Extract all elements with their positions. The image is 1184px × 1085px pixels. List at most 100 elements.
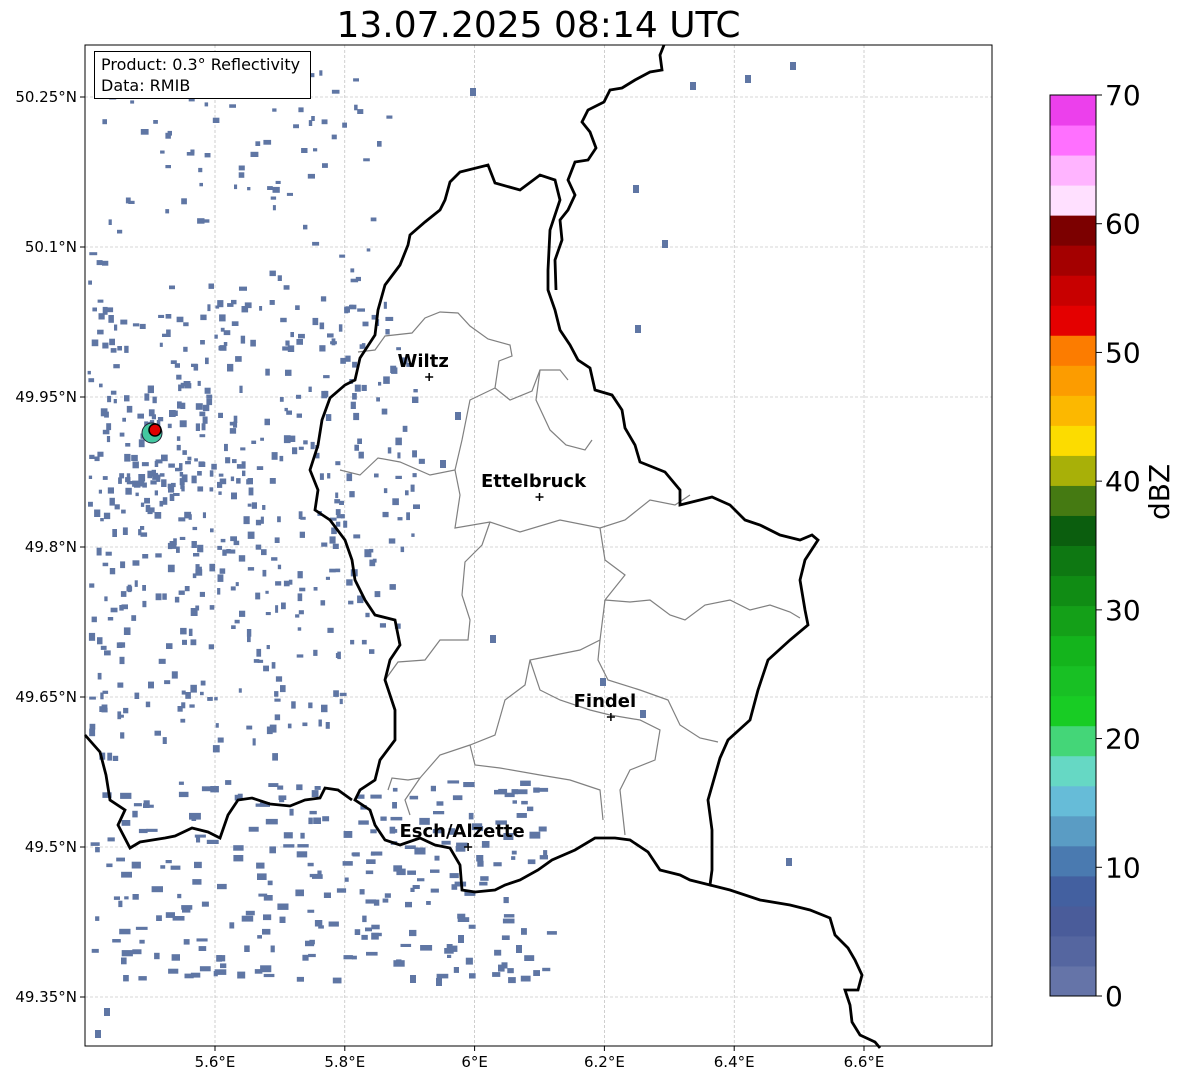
echo-cell [182, 639, 187, 645]
echo-cell [213, 971, 218, 977]
echo-cell [358, 451, 364, 459]
echo-cell [392, 787, 398, 792]
germany-border-south [709, 883, 882, 1049]
echo-cell [366, 951, 378, 956]
echo-cell [322, 163, 328, 168]
echo-cell [465, 957, 473, 965]
echo-cell [121, 871, 132, 878]
echo-cell [195, 403, 203, 410]
echo-cell [457, 917, 470, 922]
echo-cell [218, 473, 224, 477]
echo-cell [124, 453, 131, 462]
echo-cell [320, 600, 326, 606]
echo-cell [117, 346, 122, 351]
echo-cell [197, 471, 202, 476]
echo-cell [190, 972, 201, 978]
echo-cell [349, 491, 355, 498]
echo-cell [331, 134, 337, 140]
echo-cell [352, 852, 360, 857]
echo-cell [413, 389, 418, 393]
echo-cell [132, 461, 139, 469]
city-label: Ettelbruck [481, 471, 587, 492]
echo-cell [147, 385, 154, 394]
echo-cell [342, 122, 347, 128]
echo-cell [400, 357, 408, 365]
y-axis: 50.25°N 50.1°N 49.95°N 49.8°N 49.65°N 49.5°N 4… [15, 88, 85, 1006]
echo-cell [91, 948, 99, 953]
colorbar-segment [1050, 515, 1096, 546]
echo-cell [155, 553, 162, 558]
echo-cell [790, 62, 796, 70]
echo-cell [383, 376, 390, 384]
colorbar-label: dBZ [1143, 463, 1176, 520]
echo-cell [272, 753, 278, 761]
echo-cell [293, 124, 299, 129]
echo-cell [272, 108, 277, 112]
echo-cell [261, 549, 267, 556]
echo-cell [494, 789, 506, 795]
echo-cell [289, 808, 294, 816]
echo-cell [132, 323, 140, 327]
echo-cell [190, 639, 197, 646]
echo-cell [140, 532, 148, 537]
colorbar-tick-label: 50 [1105, 336, 1141, 369]
echo-cell [254, 969, 263, 974]
echo-cell [119, 714, 124, 718]
product-info-box: Product: 0.3° Reflectivity Data: RMIB [94, 51, 311, 99]
echo-cell [329, 536, 336, 544]
echo-cell [126, 481, 133, 485]
echo-cell [319, 70, 323, 76]
echo-cell [458, 935, 464, 943]
colorbar-tick-label: 10 [1105, 851, 1141, 884]
echo-cell [191, 363, 198, 367]
echo-cell [340, 514, 345, 519]
echo-cell [297, 844, 309, 848]
echo-cell [371, 314, 377, 320]
echo-cell [430, 888, 439, 893]
echo-cell [217, 737, 224, 743]
colorbar-segment [1050, 485, 1096, 516]
echo-cell [210, 786, 219, 793]
echo-cell [358, 820, 369, 825]
echo-cell [413, 504, 420, 509]
echo-cell [275, 581, 282, 586]
echo-cell [274, 691, 279, 697]
y-tick-label: 50.25°N [15, 88, 77, 106]
echo-cell [125, 443, 131, 447]
echo-cell [238, 555, 246, 562]
echo-cell [229, 549, 236, 554]
echo-cell [296, 851, 308, 858]
echo-cell [414, 847, 426, 855]
echo-cell [88, 280, 92, 285]
echo-cell [270, 945, 275, 953]
luxembourg-border [308, 163, 820, 894]
echo-cell [247, 478, 253, 485]
echo-cell [245, 910, 255, 916]
echo-cell [417, 878, 425, 882]
echo-cell [351, 955, 357, 960]
echo-cell [527, 806, 534, 812]
echo-cell [180, 402, 186, 409]
echo-cell [97, 637, 103, 645]
echo-cell [154, 952, 160, 960]
echo-cell [158, 314, 165, 318]
echo-cell [406, 363, 413, 367]
echo-cell [139, 481, 145, 487]
echo-cell [170, 865, 181, 870]
echo-cell [354, 929, 361, 935]
echo-cell [262, 569, 267, 577]
echo-cell [447, 954, 452, 958]
echo-cell [283, 844, 295, 848]
echo-cell [195, 605, 200, 611]
echo-cell [181, 198, 187, 205]
echo-cell [298, 446, 304, 450]
echo-cell [361, 384, 367, 391]
echo-cell [444, 948, 454, 954]
echo-cell [468, 812, 474, 820]
echo-cell [148, 681, 154, 689]
echo-cell [101, 707, 108, 713]
echo-cell [400, 943, 412, 947]
echo-cell [377, 141, 382, 147]
echo-cell [366, 859, 376, 864]
colorbar-segment [1050, 905, 1096, 937]
